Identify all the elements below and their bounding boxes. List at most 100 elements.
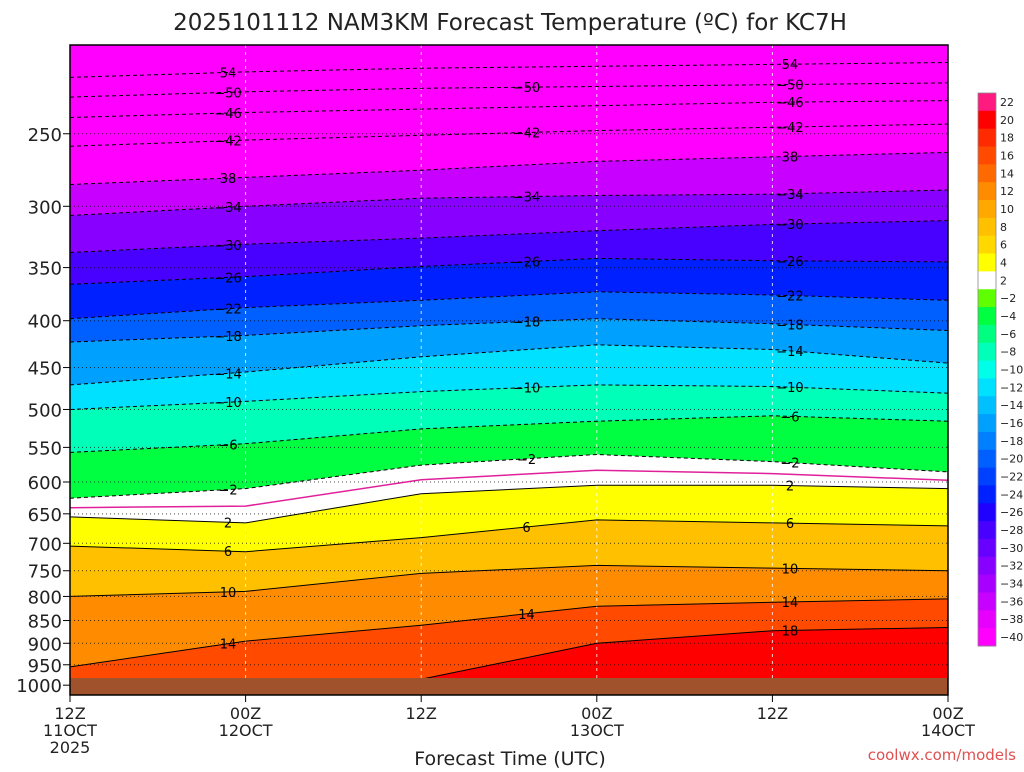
isotherm-label: −6 bbox=[780, 410, 799, 425]
isotherm-label: −26 bbox=[214, 271, 241, 286]
isotherm-label: −10 bbox=[776, 381, 803, 396]
colorbar-label: −36 bbox=[1000, 595, 1023, 608]
isotherm-line bbox=[70, 62, 948, 78]
y-tick-label: 450 bbox=[28, 359, 62, 380]
colorbar-label: 6 bbox=[1000, 239, 1007, 252]
isotherm-label: −42 bbox=[214, 135, 241, 150]
colorbar-swatch bbox=[978, 324, 996, 344]
band-fill--28 bbox=[70, 220, 948, 285]
y-tick-label: 1000 bbox=[16, 676, 62, 697]
isotherm-label: 14 bbox=[782, 596, 799, 611]
isotherm-label: −10 bbox=[214, 396, 241, 411]
y-tick-label: 400 bbox=[28, 312, 62, 333]
colorbar-swatch bbox=[978, 574, 996, 593]
colorbar-swatch bbox=[978, 521, 996, 540]
x-tick-label: 13OCT bbox=[570, 721, 624, 740]
x-tick-label: 11OCT bbox=[43, 721, 97, 740]
isotherm-label: 10 bbox=[220, 586, 237, 601]
y-tick-label: 250 bbox=[28, 125, 62, 146]
isotherm-label: −26 bbox=[513, 256, 540, 271]
isotherm-line bbox=[70, 123, 948, 147]
colorbar-swatch bbox=[978, 503, 996, 522]
colorbar-swatch bbox=[978, 396, 996, 415]
isotherm-label: 6 bbox=[224, 545, 232, 560]
colorbar-label: −26 bbox=[1000, 506, 1023, 519]
colorbar-label: −24 bbox=[1000, 488, 1023, 501]
isotherm-label: 18 bbox=[782, 624, 799, 639]
isotherm-label: 10 bbox=[782, 562, 799, 577]
colorbar-swatch bbox=[978, 128, 996, 148]
band-fill--36 bbox=[70, 152, 948, 216]
colorbar-swatch bbox=[978, 93, 996, 112]
y-tick-label: 750 bbox=[28, 562, 62, 583]
colorbar-label: −10 bbox=[1000, 364, 1023, 377]
colorbar-swatch bbox=[978, 431, 996, 451]
isotherm-label: 38 bbox=[220, 172, 237, 187]
isotherm-label: −42 bbox=[513, 126, 540, 141]
colorbar-swatch bbox=[978, 628, 996, 647]
isotherm-line bbox=[424, 627, 948, 678]
y-tick-label: 350 bbox=[28, 259, 62, 280]
colorbar-label: 20 bbox=[1000, 114, 1014, 127]
y-tick-label: 900 bbox=[28, 634, 62, 655]
credit-label: coolwx.com/models bbox=[868, 746, 1016, 764]
isotherm-line bbox=[70, 598, 948, 668]
isotherm-label: −46 bbox=[776, 96, 803, 111]
colorbar-swatch bbox=[978, 235, 996, 255]
colorbar-swatch bbox=[978, 164, 996, 183]
colorbar-swatch bbox=[978, 485, 996, 504]
isotherm-label: −2 bbox=[517, 453, 536, 468]
colorbar-swatch bbox=[978, 538, 996, 558]
colorbar-label: −4 bbox=[1000, 310, 1016, 323]
isotherm-label: −18 bbox=[214, 330, 241, 345]
plot-area: 54 54 −50 −50 −50 −46 −46 −42 −42 −42 38 38 −34 −34 −3… bbox=[70, 45, 948, 678]
colorbar-swatch bbox=[978, 610, 996, 629]
chart-title: 2025101112 NAM3KM Forecast Temperature (… bbox=[173, 10, 847, 36]
colorbar-label: −30 bbox=[1000, 542, 1023, 555]
isotherm-label: −50 bbox=[214, 86, 241, 101]
colorbar-label: 10 bbox=[1000, 203, 1014, 216]
band-fill-16 bbox=[70, 598, 948, 678]
band-fill-8 bbox=[70, 519, 948, 597]
colorbar-label: −18 bbox=[1000, 435, 1023, 448]
x-tick-label: 14OCT bbox=[921, 721, 975, 740]
colorbar-swatch bbox=[978, 110, 996, 130]
colorbar-label: 18 bbox=[1000, 132, 1014, 145]
freezing-line bbox=[70, 469, 948, 509]
colorbar-label: −32 bbox=[1000, 560, 1023, 573]
colorbar-label: −6 bbox=[1000, 328, 1016, 341]
band-fill--16 bbox=[70, 318, 948, 385]
band-fill--4 bbox=[70, 415, 948, 499]
isotherm-label: 14 bbox=[518, 608, 535, 623]
y-tick-label: 550 bbox=[28, 438, 62, 459]
colorbar-label: 12 bbox=[1000, 185, 1014, 198]
y-tick-label: 600 bbox=[28, 473, 62, 494]
colorbar-swatch bbox=[978, 217, 996, 237]
band-fill-20 bbox=[427, 627, 948, 678]
band-fill-4 bbox=[70, 485, 948, 552]
x-tick-label: 12Z bbox=[757, 704, 788, 723]
colorbar-label: −12 bbox=[1000, 381, 1023, 394]
y-tick-label: 650 bbox=[28, 505, 62, 526]
colorbar-swatch bbox=[978, 467, 996, 486]
isotherm-label: −30 bbox=[776, 218, 803, 233]
y-tick-label: 500 bbox=[28, 400, 62, 421]
x-tick-label: 12Z bbox=[54, 704, 85, 723]
colorbar-frame bbox=[977, 92, 997, 647]
isotherm-label: −10 bbox=[513, 382, 540, 397]
ground-strip bbox=[70, 678, 948, 695]
x-tick-label: 12OCT bbox=[219, 721, 273, 740]
colorbar-swatch bbox=[978, 378, 996, 397]
colorbar-swatch bbox=[978, 271, 996, 290]
isotherm-line bbox=[70, 82, 948, 98]
colorbar-swatch bbox=[978, 592, 996, 611]
isotherm-label: −50 bbox=[776, 79, 803, 94]
colorbar-label: −8 bbox=[1000, 346, 1016, 359]
colorbar-label: −40 bbox=[1000, 631, 1023, 644]
colorbar-label: 16 bbox=[1000, 149, 1014, 162]
colorbar-label: 2 bbox=[1000, 274, 1007, 287]
isotherm-label: −6 bbox=[218, 439, 237, 454]
isotherm-line bbox=[70, 519, 948, 553]
colorbar-swatch bbox=[978, 182, 996, 201]
band-fill--12 bbox=[70, 344, 948, 410]
